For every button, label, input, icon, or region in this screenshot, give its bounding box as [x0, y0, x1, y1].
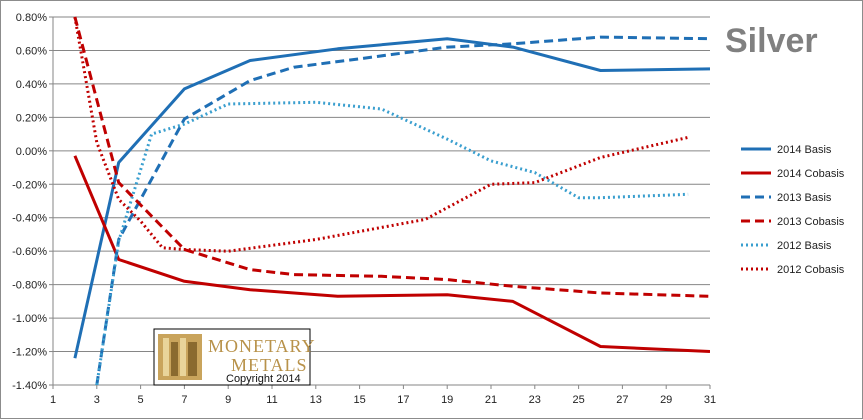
x-tick-label: 17 — [397, 394, 409, 406]
legend-label: 2013 Cobasis — [777, 216, 845, 228]
legend-label: 2014 Cobasis — [777, 168, 845, 180]
x-tick-label: 7 — [181, 394, 187, 406]
legend-label: 2012 Basis — [777, 240, 832, 252]
y-tick-labels: 0.80% 0.60% 0.40% 0.20% 0.00% -0.20% -0.40% -0.… — [12, 12, 53, 392]
legend: 2014 Basis 2014 Cobasis 2013 Basis 2013 Cob… — [741, 144, 845, 276]
x-tick-label: 9 — [225, 394, 231, 406]
y-tick-label: -1.20% — [12, 347, 47, 359]
series-line-2014-cobasis — [73, 155, 710, 353]
legend-label: 2012 Cobasis — [777, 264, 845, 276]
x-tick-label: 31 — [704, 394, 716, 406]
legend-label: 2014 Basis — [777, 144, 832, 156]
y-tick-label: 0.20% — [16, 112, 47, 124]
y-tick-label: -0.20% — [12, 179, 47, 191]
y-tick-label: 0.60% — [16, 45, 47, 57]
y-tick-label: -0.60% — [12, 246, 47, 258]
y-tick-label: 0.40% — [16, 79, 47, 91]
y-tick-label: 0.80% — [16, 12, 47, 24]
legend-label: 2013 Basis — [777, 192, 832, 204]
x-tick-label: 1 — [50, 394, 56, 406]
chart-title: Silver — [725, 22, 818, 60]
x-tick-label: 13 — [310, 394, 322, 406]
y-tick-label: -0.40% — [12, 213, 47, 225]
x-tick-label: 23 — [529, 394, 541, 406]
y-tick-label: -0.80% — [12, 280, 47, 292]
x-tick-label: 29 — [660, 394, 672, 406]
x-tick-label: 11 — [266, 394, 277, 406]
x-tick-labels: 1 3 5 7 9 11 13 15 17 19 21 23 25 27 29 31 — [50, 385, 716, 406]
series-line-2012-basis — [95, 100, 689, 385]
y-tick-label: -1.00% — [12, 313, 47, 325]
y-tick-label: -1.40% — [12, 380, 47, 392]
x-tick-label: 5 — [138, 394, 144, 406]
x-tick-label: 27 — [616, 394, 628, 406]
monetary-metals-watermark: MONETARY METALS Copyright 2014 — [153, 328, 316, 386]
series-line-2012-cobasis — [73, 16, 689, 253]
x-tick-label: 15 — [353, 394, 365, 406]
axes — [52, 17, 710, 386]
series-line-2013-cobasis — [73, 16, 710, 298]
watermark-brand-line1: MONETARY — [208, 336, 316, 356]
series-line-2013-basis — [95, 35, 710, 385]
watermark-copyright: Copyright 2014 — [226, 373, 301, 385]
x-tick-label: 25 — [572, 394, 584, 406]
watermark-brand-line2: METALS — [231, 355, 308, 375]
y-tick-label: 0.00% — [16, 146, 47, 158]
series-line-2014-basis — [73, 37, 710, 359]
monetary-metals-logo-icon — [158, 334, 202, 380]
x-tick-label: 19 — [441, 394, 453, 406]
gridlines — [53, 16, 710, 353]
x-tick-label: 21 — [485, 394, 497, 406]
x-tick-label: 3 — [94, 394, 100, 406]
series-lines — [73, 16, 710, 385]
